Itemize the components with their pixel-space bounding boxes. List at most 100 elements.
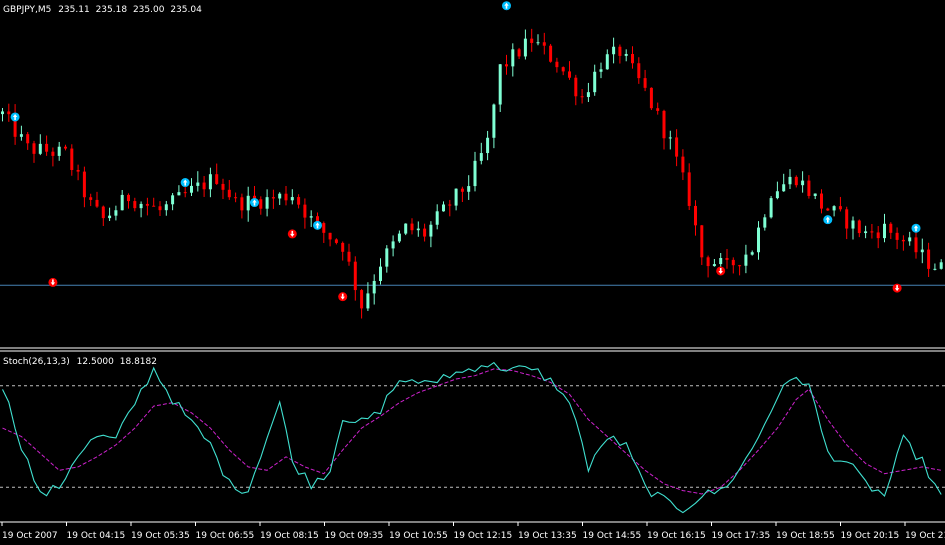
pane-separator[interactable]: [0, 347, 945, 352]
candle: [391, 235, 395, 257]
candle: [234, 192, 238, 203]
candle-body: [7, 111, 11, 115]
candle: [631, 46, 634, 69]
candle: [215, 163, 219, 185]
candle: [801, 171, 805, 193]
candle: [914, 228, 918, 259]
candle-body: [265, 197, 269, 209]
candle: [624, 49, 628, 62]
candle: [1, 107, 4, 122]
candle: [775, 181, 779, 200]
candle-body: [542, 42, 546, 46]
candle-body: [108, 215, 112, 219]
candle-body: [479, 153, 483, 161]
candle-body: [133, 201, 137, 209]
price-pane[interactable]: [0, 1, 945, 319]
candle-body: [353, 261, 357, 291]
candle: [706, 255, 710, 278]
candle-body: [624, 53, 628, 56]
candle: [353, 256, 357, 301]
candle: [700, 224, 704, 265]
candle: [309, 210, 313, 228]
time-tick-label: 19 Oct 04:15: [67, 531, 126, 541]
candle-body: [694, 205, 697, 226]
time-tick-label: 19 Oct 10:55: [389, 531, 448, 541]
candle-body: [366, 293, 370, 309]
candle-body: [271, 197, 275, 199]
candle: [580, 89, 584, 104]
fractal-down-icon: [48, 277, 58, 287]
candle: [284, 185, 288, 206]
candle-body: [631, 53, 634, 64]
candle-body: [794, 176, 798, 186]
candle-body: [64, 146, 67, 149]
candle: [265, 189, 269, 217]
candle: [574, 74, 578, 106]
candle: [177, 185, 181, 196]
candle: [542, 32, 546, 55]
candle: [442, 201, 445, 212]
candle-body: [738, 265, 742, 267]
candle: [145, 197, 149, 216]
time-tick-label: 19 Oct 06:55: [196, 531, 255, 541]
candle: [668, 130, 672, 150]
candle-body: [586, 92, 590, 98]
candle: [901, 235, 905, 251]
candle-body: [253, 195, 256, 200]
fractal-up-icon: [180, 178, 190, 188]
candle-body: [278, 193, 282, 199]
time-tick-label: 19 Oct 08:15: [260, 531, 319, 541]
candle-body: [404, 223, 408, 234]
candle: [813, 193, 817, 200]
candle-body: [561, 67, 565, 72]
candle: [82, 166, 86, 208]
candle-body: [410, 223, 414, 231]
candle-body: [284, 193, 288, 201]
candle: [505, 54, 508, 75]
candle-body: [826, 208, 830, 211]
candle-body: [675, 137, 679, 157]
candle: [397, 230, 401, 243]
candle: [675, 129, 679, 167]
candle-body: [517, 49, 521, 57]
candle-body: [120, 194, 124, 211]
candle-body: [322, 223, 326, 233]
candle: [750, 250, 754, 256]
candle-body: [605, 54, 609, 70]
time-tick-label: 19 Oct 20:15: [841, 531, 900, 541]
candle: [76, 164, 80, 181]
candle-body: [876, 232, 880, 239]
candle: [498, 63, 502, 113]
candle: [820, 189, 823, 214]
candle: [895, 227, 899, 250]
candle: [26, 131, 30, 150]
candle: [164, 200, 168, 216]
candle-body: [574, 77, 578, 97]
candle-body: [700, 225, 704, 258]
candle: [64, 144, 67, 151]
symbol-label: GBPJPY,M5: [3, 5, 51, 15]
candle-body: [177, 192, 181, 196]
candle-body: [744, 254, 748, 266]
candle-body: [360, 290, 364, 309]
candle-body: [208, 174, 212, 190]
candle-body: [26, 134, 30, 144]
candle: [7, 103, 11, 122]
candle: [763, 214, 767, 231]
stochastic-pane[interactable]: [0, 361, 945, 514]
candle-body: [662, 110, 666, 139]
candle-body: [889, 223, 893, 233]
candle-body: [813, 193, 817, 196]
candle-body: [139, 203, 143, 209]
candle: [322, 221, 326, 243]
candle-body: [769, 198, 773, 218]
candle-body: [505, 64, 508, 67]
candle: [731, 257, 735, 274]
candle-body: [656, 108, 660, 111]
candle: [851, 216, 855, 240]
time-tick-label: 19 Oct 17:35: [712, 531, 771, 541]
candle: [347, 243, 351, 266]
candle-body: [51, 151, 55, 156]
